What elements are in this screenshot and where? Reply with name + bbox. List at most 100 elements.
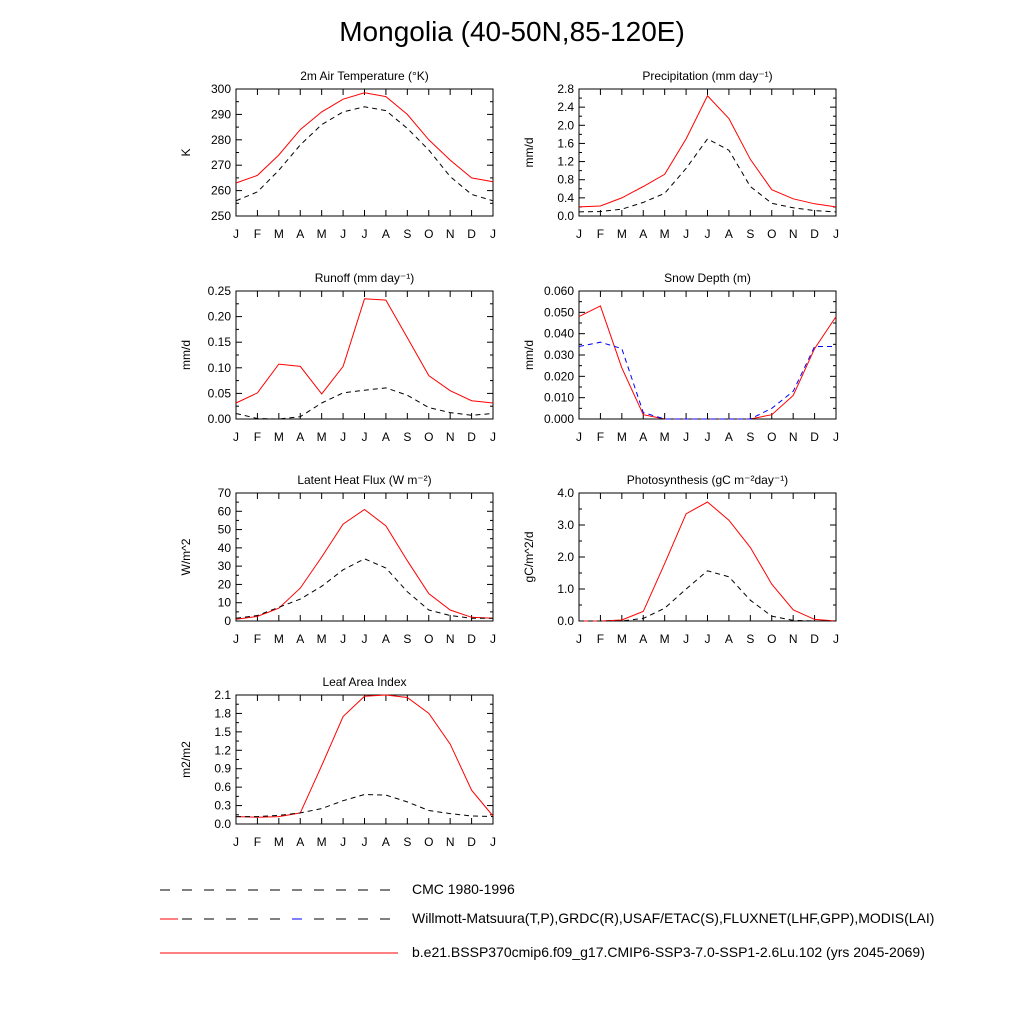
chart-2-frame	[235, 290, 494, 420]
chart-5-xtick-label: A	[639, 632, 647, 646]
chart-6-xtick-label: M	[317, 835, 327, 849]
chart-0-xtick-label: J	[233, 227, 239, 241]
chart-5-xtick-label: D	[810, 632, 819, 646]
chart-4-xtick-label: J	[340, 632, 346, 646]
chart-1-ytick-label: 1.6	[557, 136, 574, 150]
chart-4-xtick-label: D	[467, 632, 476, 646]
chart-2-series-0-line	[235, 298, 494, 404]
chart-0-xtick-label: A	[296, 227, 304, 241]
chart-0-ytick-label: 250	[211, 209, 231, 223]
chart-3-ytick-label: 0.060	[544, 284, 574, 298]
chart-0-ytick-label: 270	[211, 158, 231, 172]
chart-3-xtick-label: J	[833, 430, 839, 444]
chart-3-xtick-label: M	[617, 430, 627, 444]
chart-4-ytick-label: 60	[218, 504, 232, 518]
chart-0-series-1-line	[235, 106, 494, 202]
chart-5-ytick-label: 4.0	[557, 486, 574, 500]
chart-0-series-0-line	[235, 92, 494, 184]
chart-3-xtick-label: D	[810, 430, 819, 444]
chart-4-ytick-label: 20	[218, 577, 232, 591]
chart-1-ytick-label: 0.4	[557, 191, 574, 205]
chart-5-xtick-label: S	[746, 632, 754, 646]
chart-4-xtick-label: S	[403, 632, 411, 646]
chart-4-xtick-label: J	[233, 632, 239, 646]
chart-2-xtick-label: A	[296, 430, 304, 444]
chart-1-xtick-label: J	[576, 227, 582, 241]
chart-4-title: Latent Heat Flux (W m⁻²)	[297, 473, 431, 487]
chart-4-xtick-label: J	[362, 632, 368, 646]
chart-0-xtick-label: J	[340, 227, 346, 241]
chart-1-xtick-label: S	[746, 227, 754, 241]
chart-1-series-0-line	[578, 94, 837, 208]
chart-3-xtick-label: N	[789, 430, 798, 444]
chart-6-series-1-line	[236, 793, 494, 818]
chart-4-xtick-label: J	[490, 632, 496, 646]
chart-1-ytick-label: 0.0	[557, 209, 574, 223]
chart-5-xtick-label: J	[833, 632, 839, 646]
chart-0-xtick-label: D	[467, 227, 476, 241]
chart-2-xtick-label: N	[446, 430, 455, 444]
chart-0-xtick-label: M	[317, 227, 327, 241]
chart-2-xtick-label: D	[467, 430, 476, 444]
chart-0-xtick-label: M	[274, 227, 284, 241]
chart-6-xtick-label: D	[467, 835, 476, 849]
chart-5-series-1-line	[579, 570, 836, 622]
chart-2-xtick-label: O	[424, 430, 433, 444]
chart-4-ytick-label: 10	[218, 596, 232, 610]
chart-0-ytick-label: 300	[211, 82, 231, 96]
chart-3-ytick-label: 0.040	[544, 327, 574, 341]
chart-3-ytick-label: 0.020	[544, 369, 574, 383]
chart-1-xtick-label: N	[789, 227, 798, 241]
chart-0-ylabel: K	[179, 148, 193, 156]
chart-4-ytick-label: 70	[218, 486, 232, 500]
chart-2-title: Runoff (mm day⁻¹)	[315, 271, 414, 285]
chart-2-ytick-label: 0.10	[208, 361, 232, 375]
chart-1-frame	[578, 88, 837, 217]
chart-2-ytick-label: 0.05	[208, 386, 232, 400]
chart-4-series-1-line	[235, 558, 493, 619]
chart-1-series-1-line	[578, 138, 837, 213]
chart-5-ytick-label: 0.0	[557, 614, 574, 628]
chart-6-xtick-label: A	[382, 835, 390, 849]
chart-5-frame	[578, 492, 837, 622]
chart-5-title: Photosynthesis (gC m⁻²day⁻¹)	[627, 473, 788, 487]
chart-1-xtick-label: J	[705, 227, 711, 241]
chart-4-ylabel: W/m^2	[179, 538, 193, 575]
chart-3-ylabel: mm/d	[522, 340, 536, 370]
chart-5-xtick-label: M	[660, 632, 670, 646]
chart-3-xtick-label: J	[576, 430, 582, 444]
chart-1-xtick-label: D	[810, 227, 819, 241]
chart-3-ytick-label: 0.000	[544, 412, 574, 426]
chart-3-xtick-label: J	[683, 430, 689, 444]
chart-1-xtick-label: J	[683, 227, 689, 241]
chart-1-xtick-label: A	[725, 227, 733, 241]
chart-3-series-2-line	[578, 341, 836, 420]
chart-1-xtick-label: M	[617, 227, 627, 241]
chart-1-xtick-label: J	[833, 227, 839, 241]
chart-3-ytick-label: 0.010	[544, 391, 574, 405]
chart-0-xtick-label: F	[254, 227, 261, 241]
chart-4-xtick-label: A	[382, 632, 390, 646]
chart-3-xtick-label: M	[660, 430, 670, 444]
chart-5-ytick-label: 3.0	[557, 518, 574, 532]
chart-6-ylabel: m2/m2	[179, 741, 193, 778]
chart-4-ytick-label: 0	[224, 614, 231, 628]
chart-2-ytick-label: 0.00	[208, 412, 232, 426]
chart-5-series-0-line	[579, 501, 837, 622]
chart-2-xtick-label: J	[340, 430, 346, 444]
chart-2-series-1-line	[235, 387, 494, 420]
chart-5-xtick-label: A	[725, 632, 733, 646]
chart-2-xtick-label: J	[490, 430, 496, 444]
chart-1-xtick-label: A	[639, 227, 647, 241]
chart-0-xtick-label: S	[403, 227, 411, 241]
chart-4-xtick-label: N	[446, 632, 455, 646]
chart-3-ytick-label: 0.030	[544, 348, 574, 362]
chart-3-xtick-label: S	[746, 430, 754, 444]
chart-4-xtick-label: M	[274, 632, 284, 646]
chart-4-xtick-label: A	[296, 632, 304, 646]
chart-2-xtick-label: M	[274, 430, 284, 444]
chart-5-xtick-label: J	[705, 632, 711, 646]
chart-0-frame	[235, 88, 494, 217]
chart-1-xtick-label: M	[660, 227, 670, 241]
chart-4-frame	[235, 492, 494, 622]
